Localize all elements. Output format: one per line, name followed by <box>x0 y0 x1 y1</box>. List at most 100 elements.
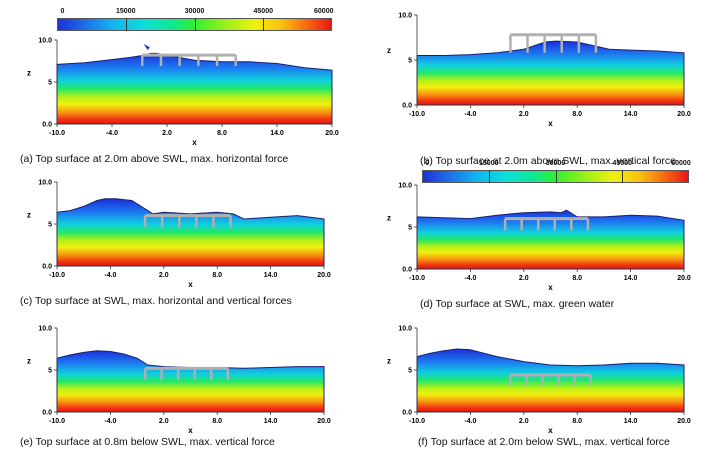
z-tick-label: 5 <box>48 368 52 375</box>
x-tick-label: 20.0 <box>317 272 331 279</box>
z-tick-label: 0.0 <box>42 410 52 417</box>
x-tick-label: 14.0 <box>264 418 278 425</box>
z-tick-label: 5 <box>48 222 52 229</box>
x-tick-label: -10.0 <box>409 418 425 425</box>
x-tick-label: 2.0 <box>519 418 529 425</box>
x-tick-label: -4.0 <box>464 418 476 425</box>
colorbar-label: 45000 <box>612 160 632 167</box>
colorbar-label: 60000 <box>314 8 334 15</box>
deck-structure <box>509 33 598 53</box>
colorbar-mid-right: 0 15000 30000 45000 60000 <box>422 160 691 184</box>
fluid-region <box>56 350 325 413</box>
colorbar-label: 60000 <box>671 160 691 167</box>
z-tick-label: 10.0 <box>38 180 52 187</box>
z-axis-title: z <box>27 210 31 219</box>
colorbar-label: 45000 <box>253 8 273 15</box>
caption-c: (c) Top surface at SWL, max. horizontal … <box>20 295 292 307</box>
z-axis-title: z <box>387 356 391 365</box>
panel-svg: 10.0 5 0.0-10.0 -4.0 2.0 8.0 14.0 20.0 x z <box>387 13 691 129</box>
fluid-region <box>416 40 685 106</box>
panel-e: 10.0 5 0.0 -10.0 -4.0 2.0 8.0 14.0 20.0 x z <box>0 326 345 455</box>
fluid-region <box>416 348 685 413</box>
x-tick-label: 8.0 <box>572 275 582 282</box>
z-tick-label: 5 <box>408 58 412 65</box>
x-tick-label: 14.0 <box>624 275 638 282</box>
z-tick-label: 0.0 <box>42 122 52 129</box>
x-axis-title: x <box>188 280 193 289</box>
colorbar-label: 30000 <box>545 160 566 167</box>
z-axis-title: z <box>27 68 31 77</box>
z-tick-label: 5 <box>408 368 412 375</box>
caption-d: (d) Top surface at SWL, max. green water <box>420 298 615 310</box>
x-tick-label: -10.0 <box>409 275 425 282</box>
fluid-region <box>56 52 333 125</box>
colorbar-label: 30000 <box>184 8 205 15</box>
panel-svg: 10.0 5 0.0-10.0 -4.0 2.0 8.0 14.0 20.0 x z <box>387 326 691 436</box>
x-tick-label: 2.0 <box>159 418 169 425</box>
z-tick-label: 10.0 <box>398 183 412 190</box>
deck-structure <box>503 217 590 231</box>
z-tick-label: 10.0 <box>398 326 412 333</box>
z-axis-title: z <box>387 213 391 222</box>
x-tick-label: 14.0 <box>270 130 284 137</box>
panel-svg: 10.0 5 0.0-10.0 -4.0 2.0 8.0 14.0 20.0 x z <box>27 38 339 148</box>
x-tick-label: 20.0 <box>317 418 331 425</box>
x-tick-label: -4.0 <box>104 272 116 279</box>
x-tick-label: 14.0 <box>624 111 638 118</box>
colorbar-label: 15000 <box>116 8 136 15</box>
x-axis-title: x <box>548 119 553 128</box>
x-tick-label: 20.0 <box>677 275 691 282</box>
x-tick-label: 2.0 <box>519 111 529 118</box>
caption-e: (e) Top surface at 0.8m below SWL, max. … <box>20 436 275 448</box>
colorbar-top-left: 0 15000 30000 45000 60000 <box>57 8 334 32</box>
z-tick-label: 0.0 <box>42 264 52 271</box>
x-tick-label: -4.0 <box>104 418 116 425</box>
panel-svg: 10.0 5 0.0-10.0 -4.0 2.0 8.0 14.0 20.0 x z <box>27 180 331 290</box>
x-tick-label: 2.0 <box>162 130 172 137</box>
panel-d: 10.0 5 0.0 -10.0 -4.0 2.0 8.0 14.0 20.0 x z <box>365 183 720 308</box>
panel-c: 10.0 5 0.0 -10.0 -4.0 2.0 8.0 14.0 20.0 x z <box>0 180 345 308</box>
wave-crest <box>143 44 150 51</box>
x-tick-label: -4.0 <box>464 111 476 118</box>
caption-b: (b) Top surface at 2.0m above SWL, max. … <box>420 155 676 167</box>
x-tick-label: -10.0 <box>49 418 65 425</box>
x-tick-label: 8.0 <box>217 130 227 137</box>
z-tick-label: 0.0 <box>402 410 412 417</box>
panel-a: 10.0 5 0.0 -10.0 -4.0 2.0 8.0 14.0 20.0 x z <box>0 38 345 190</box>
x-tick-label: -10.0 <box>49 272 65 279</box>
z-tick-label: 5 <box>408 225 412 232</box>
x-tick-label: -4.0 <box>464 275 476 282</box>
x-tick-label: 8.0 <box>212 418 222 425</box>
x-tick-label: 14.0 <box>264 272 278 279</box>
colorbar-label: 0 <box>425 160 430 167</box>
x-axis-title: x <box>548 426 553 435</box>
x-tick-label: 8.0 <box>212 272 222 279</box>
colorbar-label: 15000 <box>479 160 499 167</box>
caption-f: (f) Top surface at 2.0m below SWL, max. … <box>418 436 670 448</box>
x-axis-title: x <box>548 283 553 292</box>
x-tick-label: 20.0 <box>325 130 339 137</box>
x-tick-label: -10.0 <box>409 111 425 118</box>
x-tick-label: 8.0 <box>572 111 582 118</box>
z-tick-label: 0.0 <box>402 267 412 274</box>
panel-svg: 10.0 5 0.0-10.0 -4.0 2.0 8.0 14.0 20.0 x z <box>387 183 691 293</box>
x-tick-label: 2.0 <box>159 272 169 279</box>
deck-structure <box>143 366 230 381</box>
deck-structure <box>143 214 232 228</box>
z-tick-label: 10.0 <box>38 326 52 333</box>
x-tick-label: 14.0 <box>624 418 638 425</box>
panel-f: 10.0 5 0.0 -10.0 -4.0 2.0 8.0 14.0 20.0 x z <box>365 326 720 455</box>
z-tick-label: 0.0 <box>402 103 412 110</box>
x-tick-label: 20.0 <box>677 418 691 425</box>
panel-b: 10.0 5 0.0 -10.0 -4.0 2.0 8.0 14.0 20.0 x z <box>365 13 720 150</box>
z-tick-label: 5 <box>48 80 52 87</box>
x-tick-label: -4.0 <box>106 130 118 137</box>
z-axis-title: z <box>387 46 391 55</box>
z-tick-label: 10.0 <box>38 38 52 45</box>
x-tick-label: 20.0 <box>677 111 691 118</box>
x-axis-title: x <box>188 426 193 435</box>
deck-structure <box>141 53 237 67</box>
z-axis-title: z <box>27 356 31 365</box>
x-tick-label: 8.0 <box>572 418 582 425</box>
x-axis-title: x <box>192 138 197 147</box>
